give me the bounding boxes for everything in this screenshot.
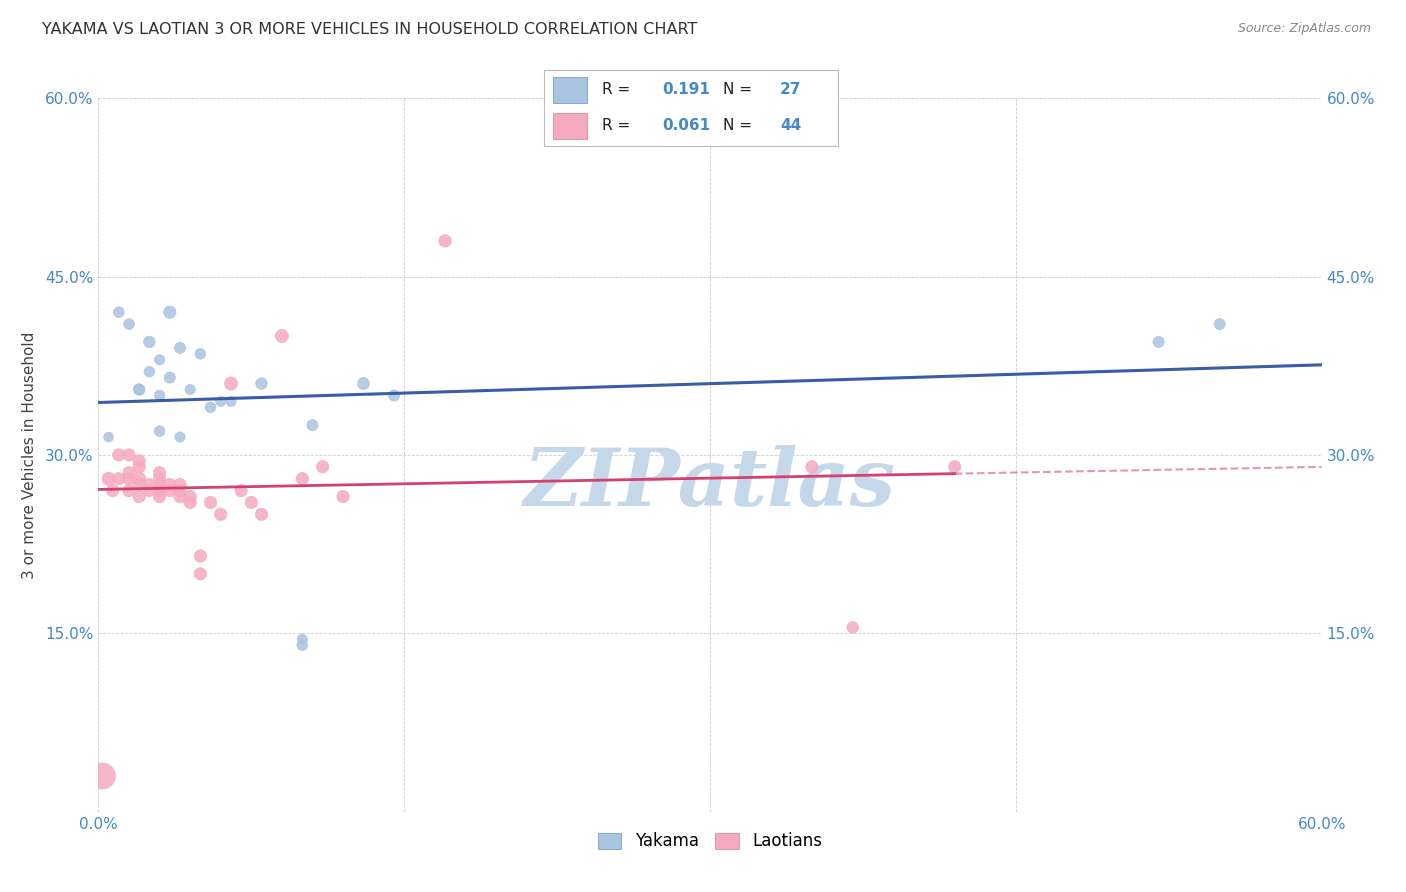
Text: N =: N = xyxy=(723,81,752,96)
Point xyxy=(352,376,374,391)
Point xyxy=(128,383,150,397)
Point xyxy=(159,477,181,491)
Text: R =: R = xyxy=(602,81,630,96)
Text: R =: R = xyxy=(602,119,630,134)
Point xyxy=(149,352,172,367)
Point xyxy=(270,329,294,343)
Point xyxy=(149,490,172,504)
Point xyxy=(179,490,201,504)
Point xyxy=(240,495,263,509)
Point xyxy=(159,483,181,498)
Point xyxy=(943,459,966,474)
Point xyxy=(382,388,405,402)
Point xyxy=(118,317,141,331)
Text: 0.061: 0.061 xyxy=(662,119,710,134)
Point xyxy=(188,347,212,361)
Text: YAKAMA VS LAOTIAN 3 OR MORE VEHICLES IN HOUSEHOLD CORRELATION CHART: YAKAMA VS LAOTIAN 3 OR MORE VEHICLES IN … xyxy=(42,22,697,37)
Text: N =: N = xyxy=(723,119,752,134)
Text: Source: ZipAtlas.com: Source: ZipAtlas.com xyxy=(1237,22,1371,36)
Point xyxy=(169,430,191,444)
Point xyxy=(219,394,242,409)
Point xyxy=(169,341,191,355)
Point xyxy=(188,566,212,581)
Point xyxy=(128,477,150,491)
Point xyxy=(231,483,253,498)
Point xyxy=(1147,334,1170,349)
Point xyxy=(108,448,131,462)
Point xyxy=(219,376,242,391)
Point xyxy=(312,459,335,474)
Point xyxy=(118,483,141,498)
Text: ZIPatlas: ZIPatlas xyxy=(524,445,896,522)
Point xyxy=(169,477,191,491)
Point xyxy=(138,483,160,498)
Point xyxy=(91,769,114,783)
Point xyxy=(291,638,314,652)
Point xyxy=(291,472,314,486)
Point xyxy=(149,483,172,498)
Point xyxy=(149,424,172,438)
Legend: Yakama, Laotians: Yakama, Laotians xyxy=(592,826,828,857)
Point xyxy=(301,418,323,433)
Point xyxy=(1209,317,1232,331)
Text: 27: 27 xyxy=(780,81,801,96)
Point xyxy=(118,448,141,462)
Point xyxy=(118,472,141,486)
Point xyxy=(97,472,120,486)
Point xyxy=(128,490,150,504)
Bar xyxy=(554,77,586,103)
Point xyxy=(200,495,222,509)
Point xyxy=(291,632,314,647)
Point xyxy=(179,383,201,397)
Point xyxy=(149,466,172,480)
Point xyxy=(209,394,232,409)
Point xyxy=(200,401,222,415)
Bar xyxy=(554,112,586,139)
Point xyxy=(250,508,273,522)
FancyBboxPatch shape xyxy=(544,70,838,145)
Point xyxy=(97,430,120,444)
Point xyxy=(138,477,160,491)
Point xyxy=(332,490,354,504)
Point xyxy=(138,334,160,349)
Point xyxy=(128,472,150,486)
Point xyxy=(159,305,181,319)
Point xyxy=(149,388,172,402)
Point xyxy=(434,234,457,248)
Point xyxy=(101,483,124,498)
Point xyxy=(108,472,131,486)
Point xyxy=(149,477,172,491)
Text: 44: 44 xyxy=(780,119,801,134)
Point xyxy=(841,620,863,634)
Point xyxy=(188,549,212,563)
Point xyxy=(179,495,201,509)
Point xyxy=(169,483,191,498)
Point xyxy=(250,376,273,391)
Point xyxy=(118,466,141,480)
Y-axis label: 3 or more Vehicles in Household: 3 or more Vehicles in Household xyxy=(21,331,37,579)
Text: 0.191: 0.191 xyxy=(662,81,710,96)
Point xyxy=(169,490,191,504)
Point xyxy=(108,305,131,319)
Point xyxy=(128,454,150,468)
Point xyxy=(128,383,150,397)
Point xyxy=(149,472,172,486)
Point xyxy=(159,370,181,384)
Point xyxy=(128,459,150,474)
Point xyxy=(138,365,160,379)
Point xyxy=(801,459,824,474)
Point xyxy=(209,508,232,522)
